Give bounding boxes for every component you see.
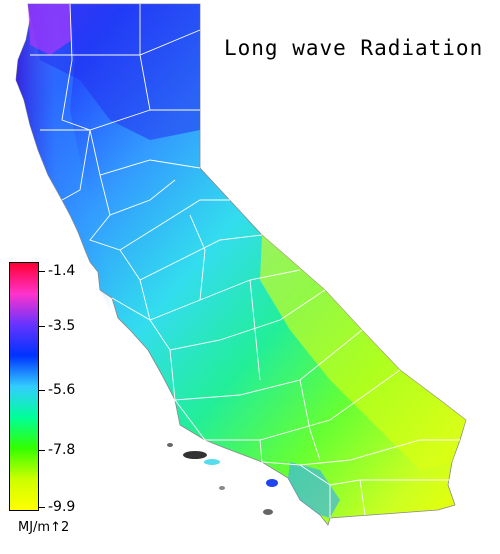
colorbar-tick: [39, 326, 45, 327]
colorbar-tick-label: -9.9: [48, 499, 76, 515]
map-title: Long wave Radiation: [224, 36, 484, 60]
colorbar-tick-label: -3.5: [48, 318, 76, 334]
colorbar-tick-label: -5.6: [48, 382, 76, 398]
colorbar-tick: [39, 450, 45, 451]
county-lines: [30, 3, 460, 518]
colorbar-tick-label: -1.4: [48, 263, 76, 279]
colorbar-tick-label: -7.8: [48, 442, 76, 458]
colorbar-tick: [39, 507, 45, 508]
colorbar: [9, 262, 39, 511]
colorbar-unit: MJ/m↑2: [18, 520, 70, 535]
colorbar-tick: [39, 390, 45, 391]
channel-islands: [167, 443, 278, 515]
colorbar-tick: [39, 271, 45, 272]
